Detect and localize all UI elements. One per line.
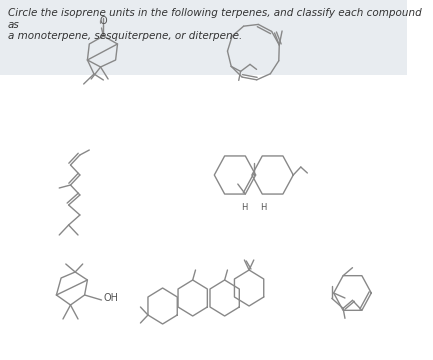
Text: Circle the isoprene units in the following terpenes, and classify each compound : Circle the isoprene units in the followi…: [7, 8, 421, 41]
Text: O: O: [100, 16, 107, 26]
Bar: [0, 0, 407, 75]
Text: OH: OH: [103, 293, 118, 303]
Text: H: H: [241, 203, 248, 212]
Text: H: H: [260, 203, 266, 212]
